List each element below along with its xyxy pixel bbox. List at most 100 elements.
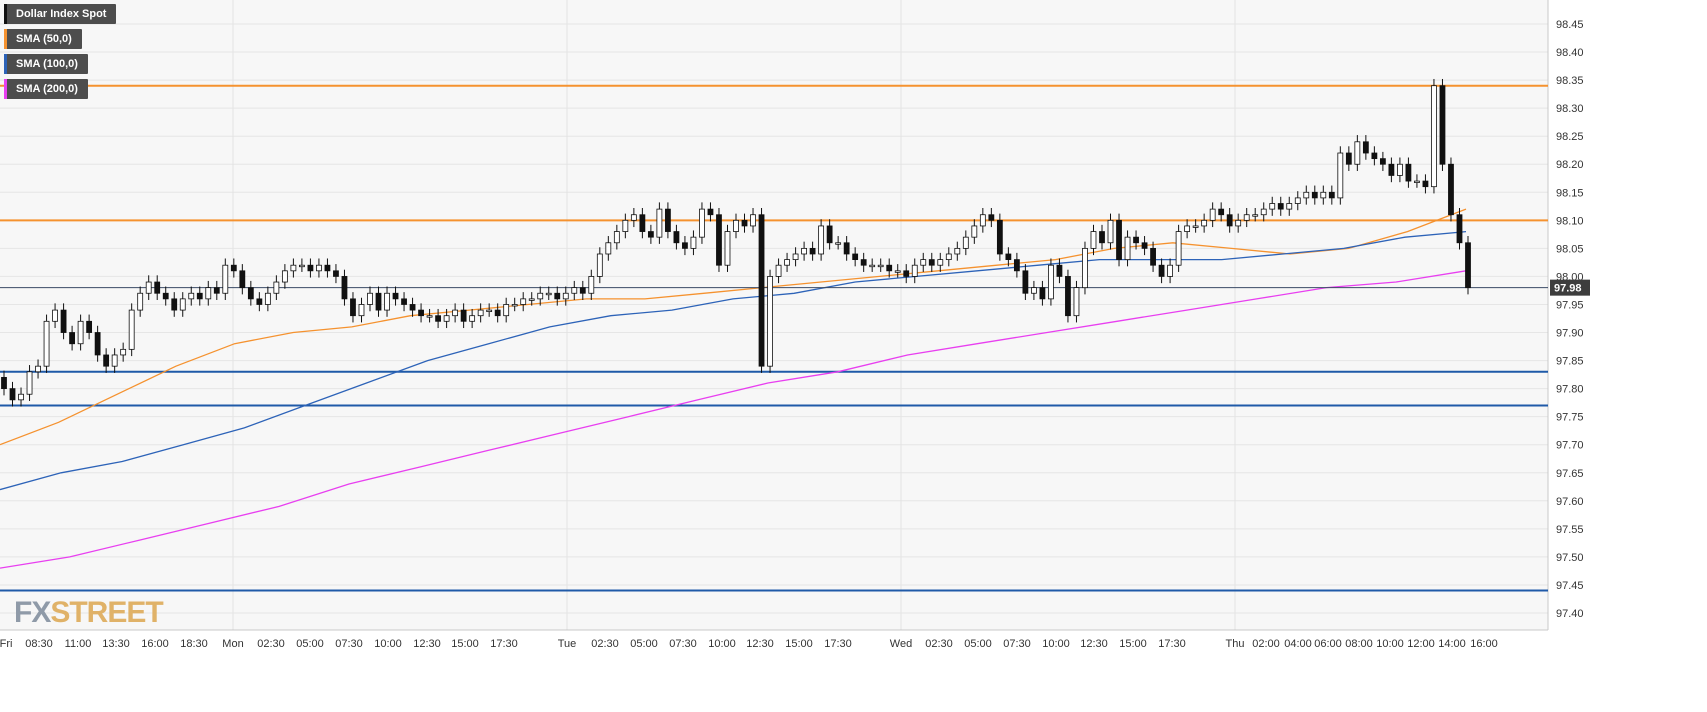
x-tick-label: 08:30 [25, 638, 53, 650]
candle-body [145, 281, 152, 294]
candle-body [665, 208, 671, 232]
candle-body [486, 309, 493, 312]
candle-body [1150, 247, 1156, 266]
candle-body [239, 270, 246, 289]
candle-body [775, 264, 782, 277]
candle-body [639, 214, 646, 232]
legend-swatch-sma-50 [4, 29, 7, 49]
y-tick-label: 98.30 [1556, 103, 1584, 115]
candle-body [554, 292, 561, 300]
x-tick-label: 02:30 [257, 638, 285, 650]
y-tick-label: 97.65 [1556, 468, 1584, 480]
candle-body [699, 208, 705, 238]
candle-body [290, 264, 297, 272]
legend-label-dollar-index: Dollar Index Spot [16, 8, 107, 20]
candle-body [94, 332, 101, 356]
candle-body [1405, 163, 1412, 182]
candle-body [69, 332, 75, 345]
candle-body [647, 231, 654, 238]
candle-body [1065, 276, 1071, 317]
candle-body [750, 214, 756, 227]
candle-body [103, 354, 110, 367]
candle-body [384, 292, 390, 311]
legend-swatch-sma-200 [4, 79, 7, 99]
candle-body [179, 298, 186, 311]
candle-body [520, 298, 527, 305]
candle-body [724, 231, 731, 266]
candle-body [60, 309, 67, 333]
legend-label-sma-50: SMA (50,0) [16, 33, 72, 45]
candle-body [792, 253, 799, 261]
candle-body [1184, 225, 1191, 232]
candle-body [86, 320, 93, 333]
candle-body [1158, 264, 1165, 277]
candle-body [52, 309, 58, 322]
candle-body [503, 304, 510, 317]
candle-body [1286, 203, 1293, 210]
candle-body [630, 214, 637, 221]
y-tick-label: 97.50 [1556, 552, 1584, 564]
legend-label-sma-200: SMA (200,0) [16, 83, 78, 95]
x-tick-label: 02:30 [925, 638, 953, 650]
candle-body [1226, 214, 1233, 227]
x-tick-label: Tue [558, 638, 577, 650]
candle-body [154, 281, 161, 294]
candle-body [35, 365, 41, 373]
candle-body [1167, 264, 1173, 277]
x-tick-label: 17:30 [490, 638, 518, 650]
x-tick-label: 12:30 [413, 638, 441, 650]
candle-body [120, 348, 127, 356]
candle-body [307, 264, 314, 272]
candle-body [333, 270, 339, 277]
y-tick-label: 97.80 [1556, 384, 1584, 396]
candle-body [673, 231, 680, 244]
legend-sma-100[interactable]: SMA (100,0) [4, 54, 88, 74]
legend-swatch-sma-100 [4, 54, 7, 74]
legend-swatch-dollar-index [4, 4, 7, 24]
candle-body [826, 225, 833, 244]
candle-body [588, 276, 595, 294]
candle-body [43, 320, 50, 367]
y-tick-label: 98.40 [1556, 47, 1584, 59]
current-price-box [1550, 279, 1590, 296]
x-tick-label: 08:00 [1345, 638, 1373, 650]
candle-body [460, 309, 467, 322]
candle-body [1465, 242, 1471, 289]
candle-body [1235, 219, 1242, 227]
candle-body [1090, 231, 1097, 249]
candle-body [545, 292, 552, 296]
candle-body [988, 214, 995, 221]
x-tick-label: 07:30 [669, 638, 697, 650]
candle-body [1031, 287, 1037, 294]
y-tick-label: 98.20 [1556, 159, 1584, 171]
y-axis-background [1548, 0, 1707, 712]
candle-body [903, 270, 910, 277]
candle-body [1388, 163, 1395, 176]
candle-body [1456, 214, 1463, 244]
candle-body [162, 292, 169, 300]
candle-body [1099, 231, 1105, 244]
x-axis-background [0, 630, 1548, 712]
candle-body [741, 219, 748, 227]
candle-body [579, 287, 586, 294]
x-tick-label: Wed [890, 638, 912, 650]
candle-body [860, 259, 867, 266]
candle-body [1328, 191, 1335, 199]
candle-body [1294, 197, 1301, 204]
candle-body [869, 264, 876, 268]
candle-body [9, 388, 16, 401]
legend-dollar-index[interactable]: Dollar Index Spot [4, 4, 117, 24]
legend-sma-50[interactable]: SMA (50,0) [4, 29, 82, 49]
x-tick-label: 10:00 [1042, 638, 1070, 650]
candle-body [435, 315, 441, 322]
candle-body [682, 242, 688, 249]
candle-body [1397, 163, 1403, 176]
x-tick-label: Fri [0, 638, 12, 650]
legend-sma-200[interactable]: SMA (200,0) [4, 79, 88, 99]
candle-body [409, 304, 416, 311]
x-tick-label: 14:00 [1438, 638, 1466, 650]
legend-label-sma-100: SMA (100,0) [16, 58, 78, 70]
x-tick-label: 06:00 [1314, 638, 1342, 650]
candle-body [230, 264, 237, 272]
